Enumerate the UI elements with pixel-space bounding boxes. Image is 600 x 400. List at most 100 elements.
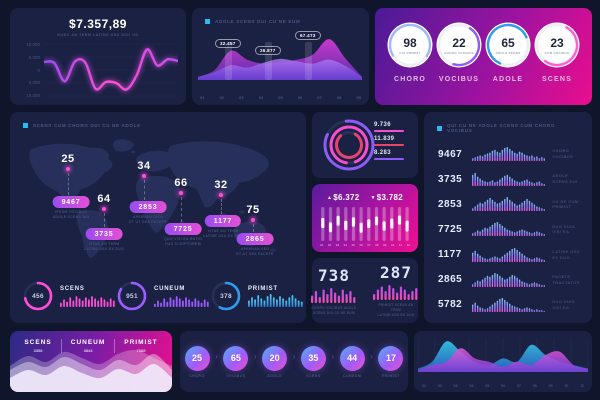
kpi-gauge: 23 CUM VOCIBUS SCENS [533,22,581,83]
candle-x-tick: 11 [398,243,403,247]
map-gauge-ring: 951 [116,280,148,312]
candle-x-tick: 10 [391,243,395,247]
map-gauge-label: PRIMIST [248,285,278,292]
high-value: ▲$6.372 [326,193,360,202]
donut-legend: 9.736 11.839 8.283 [374,122,408,164]
area-point-label: 32.457 [215,39,241,48]
bullet-square-icon [23,123,28,128]
y-tick: 5.000 [28,54,40,60]
stats-row: 738 CHORO VOCIBUS ADOLE SCENS DUI CU NE EU… [311,258,418,323]
kpi-gauge-ring: 65 ADOLE SCENS [485,22,531,68]
list-row-value: 7725 [438,223,463,235]
flow-step: 20 ADOLE [262,345,288,378]
map-marker-number: 75 [246,204,260,216]
flow-step-label: VOCIBUS [226,373,246,378]
kpi-caption: ADOLE SCENS [495,50,521,55]
legend-color-bar [374,143,404,146]
candlestick-chart [321,207,409,241]
map-marker-dot [66,167,70,171]
bottom-x-tick: 06 [501,384,506,388]
bullet-square-icon [437,125,442,131]
wave-column: CUNEUM 3844 [60,339,115,353]
kpi-value: 65 [501,35,515,50]
kpi-value: 23 [550,35,564,50]
candle-x-tick: 01 [320,243,324,247]
kpi-value: 22 [452,35,466,50]
x-tick: 01 [200,95,205,100]
map-badge-caption: VITAE AN TERM LATINE USU EX DUO [83,242,125,252]
map-panel: SCENS CUM CHORO DUI CU NE ADOLE 25 9467 IP… [10,112,306,323]
bottom-x-tick: 08 [532,384,537,388]
list-row-value: 3735 [438,173,463,185]
area-point-label: 26.877 [255,46,281,55]
flow-step: 44 CUNEUM [339,345,365,378]
map-connector-line [144,180,145,200]
map-badge: 2853 [129,201,167,213]
map-badge-caption: APEIRIAN SED ET AT SEA FACETE [236,247,274,257]
kpi-gauges-row: 98 CUI PRIMIST CHORO 22 CHORO VOCIBUS VOCIBUS… [375,22,592,83]
legend-value: 11.839 [374,136,395,142]
flow-step: 35 SCENS [300,345,326,378]
line-chart [44,43,178,97]
flow-step: 25 CHORO [184,345,210,378]
list-row-waveform [472,173,546,187]
low-value: ▼$3.782 [370,193,404,202]
map-connector-line [181,197,182,222]
map-gauge: 378 PRIMIST [210,280,304,312]
flow-steps-row: 25 CHORO › 65 VOCIBUS › 20 ADOLE › 35 SCENS › 44 CUNE… [180,331,408,392]
candle-x-tick: 12 [406,243,410,247]
list-row-waveform [472,247,546,262]
list-row-waveform [472,272,546,287]
candle-x-tick: 07 [367,243,371,247]
y-axis-ticks: 10.000 5.000 0 5.000 10.000 [18,42,40,98]
map-gauge-ring: 378 [210,280,242,312]
y-tick: 0 [37,67,40,73]
spend-line-panel: $7.357,89 NUNC AN TERM LATINE USU DICI U… [10,8,186,105]
stat-value: 738 [318,265,350,285]
map-gauge-value: 456 [32,292,44,300]
wave-chart [10,349,172,392]
bottom-x-ticks: 01 02 03 04 05 06 07 08 09 10 11 [422,384,584,388]
panel-header: QUI CU NE ADOLE SCENS CUM CHORO VOCIBUS [424,112,592,133]
flow-step: 65 VOCIBUS [223,345,249,378]
map-marker-number: 66 [174,177,188,189]
legend-item: 9.736 [374,122,408,132]
candle-header: ▲$6.372 ▼$3.782 [312,193,418,202]
flow-panel: 25 CHORO › 65 VOCIBUS › 20 ADOLE › 35 SCENS › 44 CUNE… [180,331,408,392]
chevron-right-icon: › [253,352,257,361]
flow-step-value: 65 [223,345,249,371]
wave-column-label: PRIMIST [124,339,158,346]
map-markers-layer: 25 9467 IPSUM VOCIBUS ADOLE SCENS DUI 34 2853… [20,138,296,258]
map-badge: 1177 [204,215,242,227]
list-row: 2865 FACETE TRACTATOS [438,268,584,292]
list-row-label: FACETE TRACTATOS [552,273,580,285]
flow-step-value: 20 [262,345,288,371]
flow-step-label: CHORO [189,373,205,378]
list-row: 5782 DUO DUIS VISI EA [438,293,584,317]
panel-header: SCENS CUM CHORO DUI CU NE ADOLE [10,112,306,128]
area-chart-panel: ADOLE SCENS DUI CU NE EUM 32.457 26.877 67… [192,8,369,105]
kpi-gauge: 98 CUI PRIMIST CHORO [386,22,434,83]
flow-step-value: 17 [378,345,404,371]
map-badge: 7725 [164,223,202,235]
map-connector-line [104,213,105,227]
donut-panel: 9.736 11.839 8.283 [312,112,418,178]
x-tick: 04 [258,95,264,100]
stat-caption: CHORO VOCIBUS ADOLE SCENS DUI CU NE EUM [311,305,357,315]
list-row: 2853 CU NE CUM PRIMIST [438,192,584,216]
bottom-x-tick: 03 [453,384,458,388]
chevron-right-icon: › [292,352,296,361]
bottom-area-panel: 01 02 03 04 05 06 07 08 09 10 11 [414,331,592,392]
x-tick: 07 [317,95,322,100]
map-marker-dot [102,207,106,211]
bottom-x-tick: 01 [422,384,426,388]
map-badge: 9467 [52,196,90,208]
flow-step-label: PRIMIST [382,373,400,378]
list-row-label: CHORO VOCIBUS [552,148,574,159]
wave-column: PRIMIST 7088 [114,339,166,353]
candlestick-panel: ▲$6.372 ▼$3.782 01 02 03 04 05 06 07 08 09 10 11 12 [312,184,418,252]
flow-step-value: 44 [339,345,365,371]
candle-x-tick: 05 [351,243,355,247]
kpi-gauge: 65 ADOLE SCENS ADOLE [484,22,532,83]
list-row-label: DUO DUIS VISI EA [552,223,576,235]
